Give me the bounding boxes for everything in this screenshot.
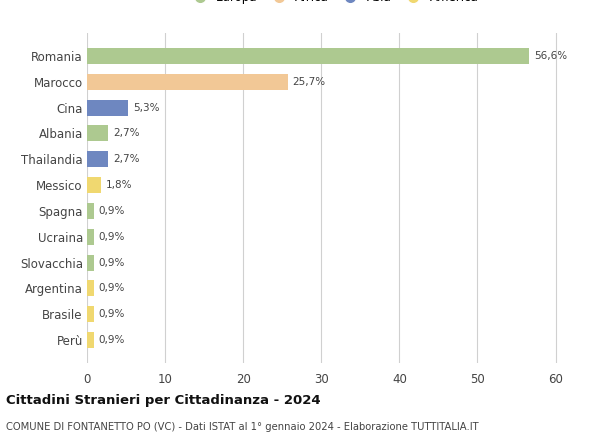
Bar (87, 48, 529, 64)
Legend: Europa, Africa, Asia, America: Europa, Africa, Asia, America (183, 0, 483, 8)
Bar (87, 229, 94, 245)
Text: 0,9%: 0,9% (99, 206, 125, 216)
Bar (87, 332, 94, 348)
Text: 56,6%: 56,6% (534, 51, 567, 61)
Text: COMUNE DI FONTANETTO PO (VC) - Dati ISTAT al 1° gennaio 2024 - Elaborazione TUTT: COMUNE DI FONTANETTO PO (VC) - Dati ISTA… (6, 422, 479, 433)
Text: 0,9%: 0,9% (99, 283, 125, 293)
Bar (87, 125, 108, 141)
Text: 1,8%: 1,8% (106, 180, 132, 190)
Bar (87, 203, 94, 219)
Bar (87, 177, 101, 193)
Bar (87, 306, 94, 322)
Bar (87, 151, 108, 167)
Text: 25,7%: 25,7% (292, 77, 326, 87)
Text: 2,7%: 2,7% (113, 128, 139, 139)
Text: 5,3%: 5,3% (133, 103, 160, 113)
Text: 2,7%: 2,7% (113, 154, 139, 164)
Bar (87, 280, 94, 297)
Text: 0,9%: 0,9% (99, 309, 125, 319)
Text: 0,9%: 0,9% (99, 335, 125, 345)
Text: 0,9%: 0,9% (99, 257, 125, 268)
Text: 0,9%: 0,9% (99, 232, 125, 242)
Bar (87, 255, 94, 271)
Text: Cittadini Stranieri per Cittadinanza - 2024: Cittadini Stranieri per Cittadinanza - 2… (6, 394, 320, 407)
Bar (87, 99, 128, 116)
Bar (87, 74, 288, 90)
